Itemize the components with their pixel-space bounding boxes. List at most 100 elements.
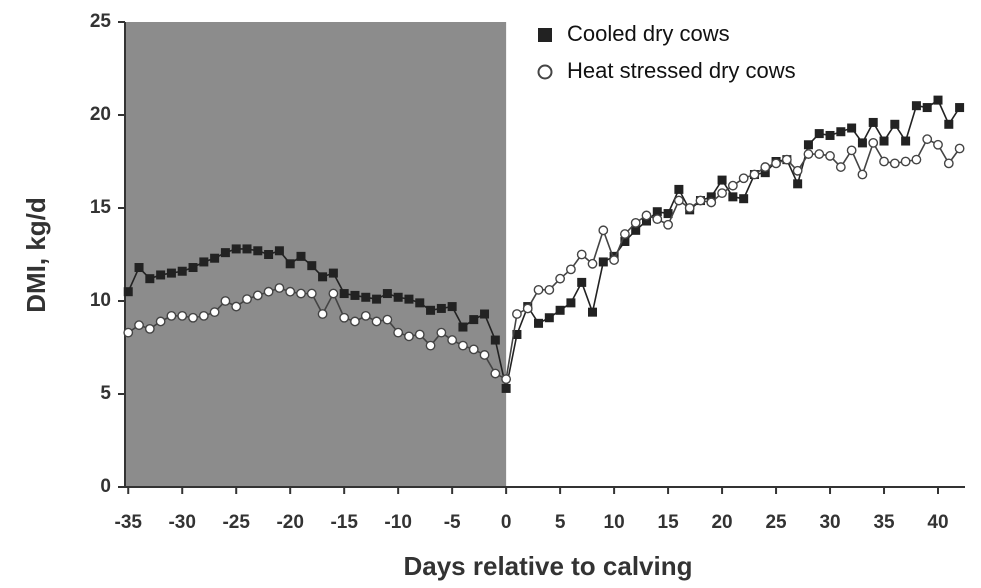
point	[274, 246, 284, 256]
point	[209, 307, 220, 318]
point	[695, 195, 706, 206]
point	[846, 145, 857, 156]
y-tick-label: 25	[90, 11, 112, 32]
point	[296, 251, 306, 261]
point	[922, 103, 932, 113]
point	[889, 158, 900, 169]
point	[868, 117, 878, 127]
point	[738, 173, 749, 184]
x-tick-label: -20	[276, 512, 303, 533]
point	[911, 154, 922, 165]
point	[425, 340, 436, 351]
x-tick-label: -15	[330, 512, 358, 533]
point	[533, 284, 544, 295]
point	[955, 103, 965, 113]
point	[911, 101, 921, 111]
point	[803, 149, 814, 159]
point	[350, 290, 360, 300]
point	[609, 255, 620, 265]
point	[480, 309, 490, 319]
y-axis-title: DMI, kg/d	[21, 197, 51, 313]
point	[630, 217, 641, 228]
point	[123, 327, 134, 338]
point	[501, 374, 512, 385]
point	[307, 261, 317, 271]
point	[879, 136, 889, 146]
point	[469, 315, 479, 325]
point	[760, 168, 770, 178]
point	[501, 383, 511, 393]
point	[468, 344, 479, 355]
point	[652, 207, 662, 217]
point	[404, 331, 414, 342]
y-tick-label: 0	[100, 476, 111, 497]
point	[825, 151, 835, 161]
shaded-region	[125, 22, 507, 487]
point	[231, 301, 242, 312]
legend-marker	[537, 64, 553, 80]
point	[512, 329, 522, 339]
point	[835, 162, 846, 172]
point	[231, 244, 241, 254]
point	[144, 323, 155, 334]
point	[134, 263, 144, 273]
point	[382, 289, 392, 299]
x-tick-label: 20	[711, 512, 732, 533]
point	[242, 244, 252, 254]
x-tick-label: 0	[501, 512, 512, 533]
point	[739, 194, 749, 204]
point	[199, 257, 209, 267]
point	[522, 303, 533, 314]
y-tick-label: 5	[100, 383, 111, 404]
point	[793, 179, 803, 189]
point	[933, 95, 943, 105]
x-axis-title: Days relative to calving	[403, 551, 692, 581]
point	[598, 257, 608, 267]
point	[360, 310, 371, 321]
point	[944, 119, 954, 129]
point	[587, 258, 598, 269]
point	[318, 272, 328, 282]
y-tick-label: 10	[90, 290, 111, 311]
point	[436, 303, 446, 313]
x-tick-label: 35	[873, 512, 895, 533]
point	[306, 288, 317, 299]
point	[566, 298, 576, 308]
point	[954, 143, 965, 154]
point	[857, 138, 867, 148]
point	[339, 289, 349, 299]
x-tick-label: 30	[819, 512, 840, 533]
point	[674, 184, 684, 194]
point	[361, 292, 371, 302]
point	[371, 316, 382, 327]
point	[566, 264, 576, 275]
point	[619, 229, 630, 239]
point	[890, 119, 900, 129]
point	[717, 188, 727, 199]
point	[544, 313, 554, 323]
point	[814, 129, 824, 139]
point	[426, 305, 436, 315]
point	[544, 284, 555, 295]
point	[900, 156, 911, 167]
point	[577, 277, 587, 287]
x-tick-label: 10	[604, 512, 625, 533]
point	[404, 294, 414, 304]
point	[706, 197, 717, 208]
point	[792, 165, 803, 176]
point	[415, 298, 425, 308]
y-tick-label: 20	[90, 104, 111, 125]
point	[598, 225, 609, 236]
legend-label: Cooled dry cows	[567, 21, 730, 46]
point	[156, 270, 166, 280]
point	[285, 286, 296, 297]
point	[620, 236, 630, 246]
point	[706, 192, 716, 202]
point	[458, 340, 468, 351]
point	[728, 192, 738, 202]
point	[512, 309, 522, 319]
point	[188, 312, 198, 323]
point	[555, 305, 565, 315]
y-tick-label: 15	[90, 197, 112, 218]
point	[285, 259, 295, 269]
